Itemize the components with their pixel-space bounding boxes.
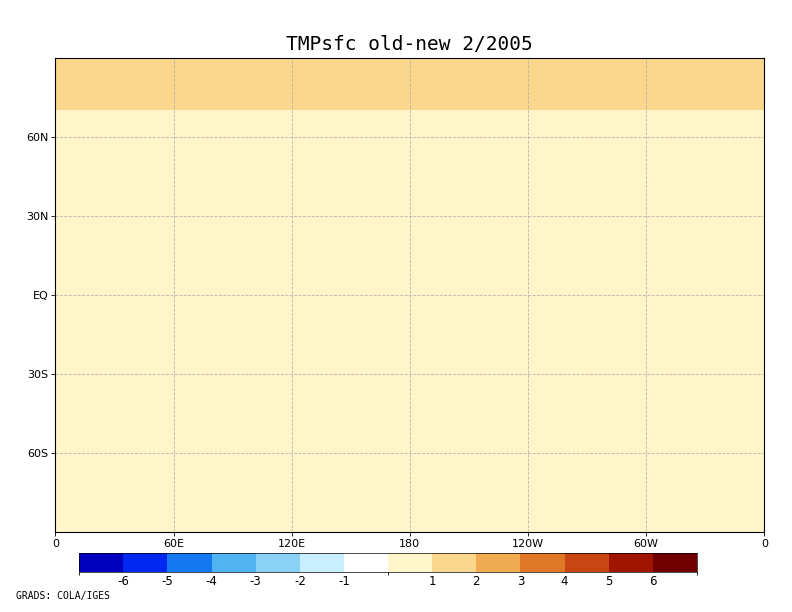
Text: GRADS: COLA/IGES: GRADS: COLA/IGES bbox=[16, 591, 110, 601]
Title: TMPsfc old-new 2/2005: TMPsfc old-new 2/2005 bbox=[287, 35, 533, 54]
